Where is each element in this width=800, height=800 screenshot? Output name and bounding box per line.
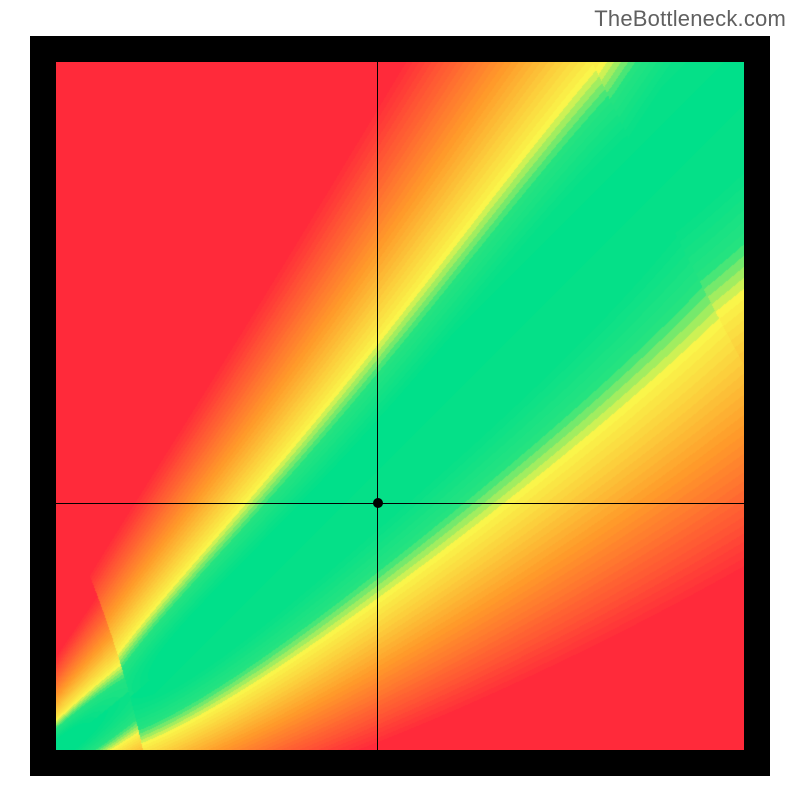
bottleneck-heatmap [56, 62, 744, 750]
frame-left [30, 36, 56, 776]
crosshair-horizontal [56, 503, 744, 504]
frame-bottom [30, 750, 770, 776]
frame-right [744, 36, 770, 776]
frame-top [30, 36, 770, 62]
crosshair-marker [373, 498, 383, 508]
watermark-text: TheBottleneck.com [594, 6, 786, 32]
crosshair-vertical [377, 62, 378, 750]
